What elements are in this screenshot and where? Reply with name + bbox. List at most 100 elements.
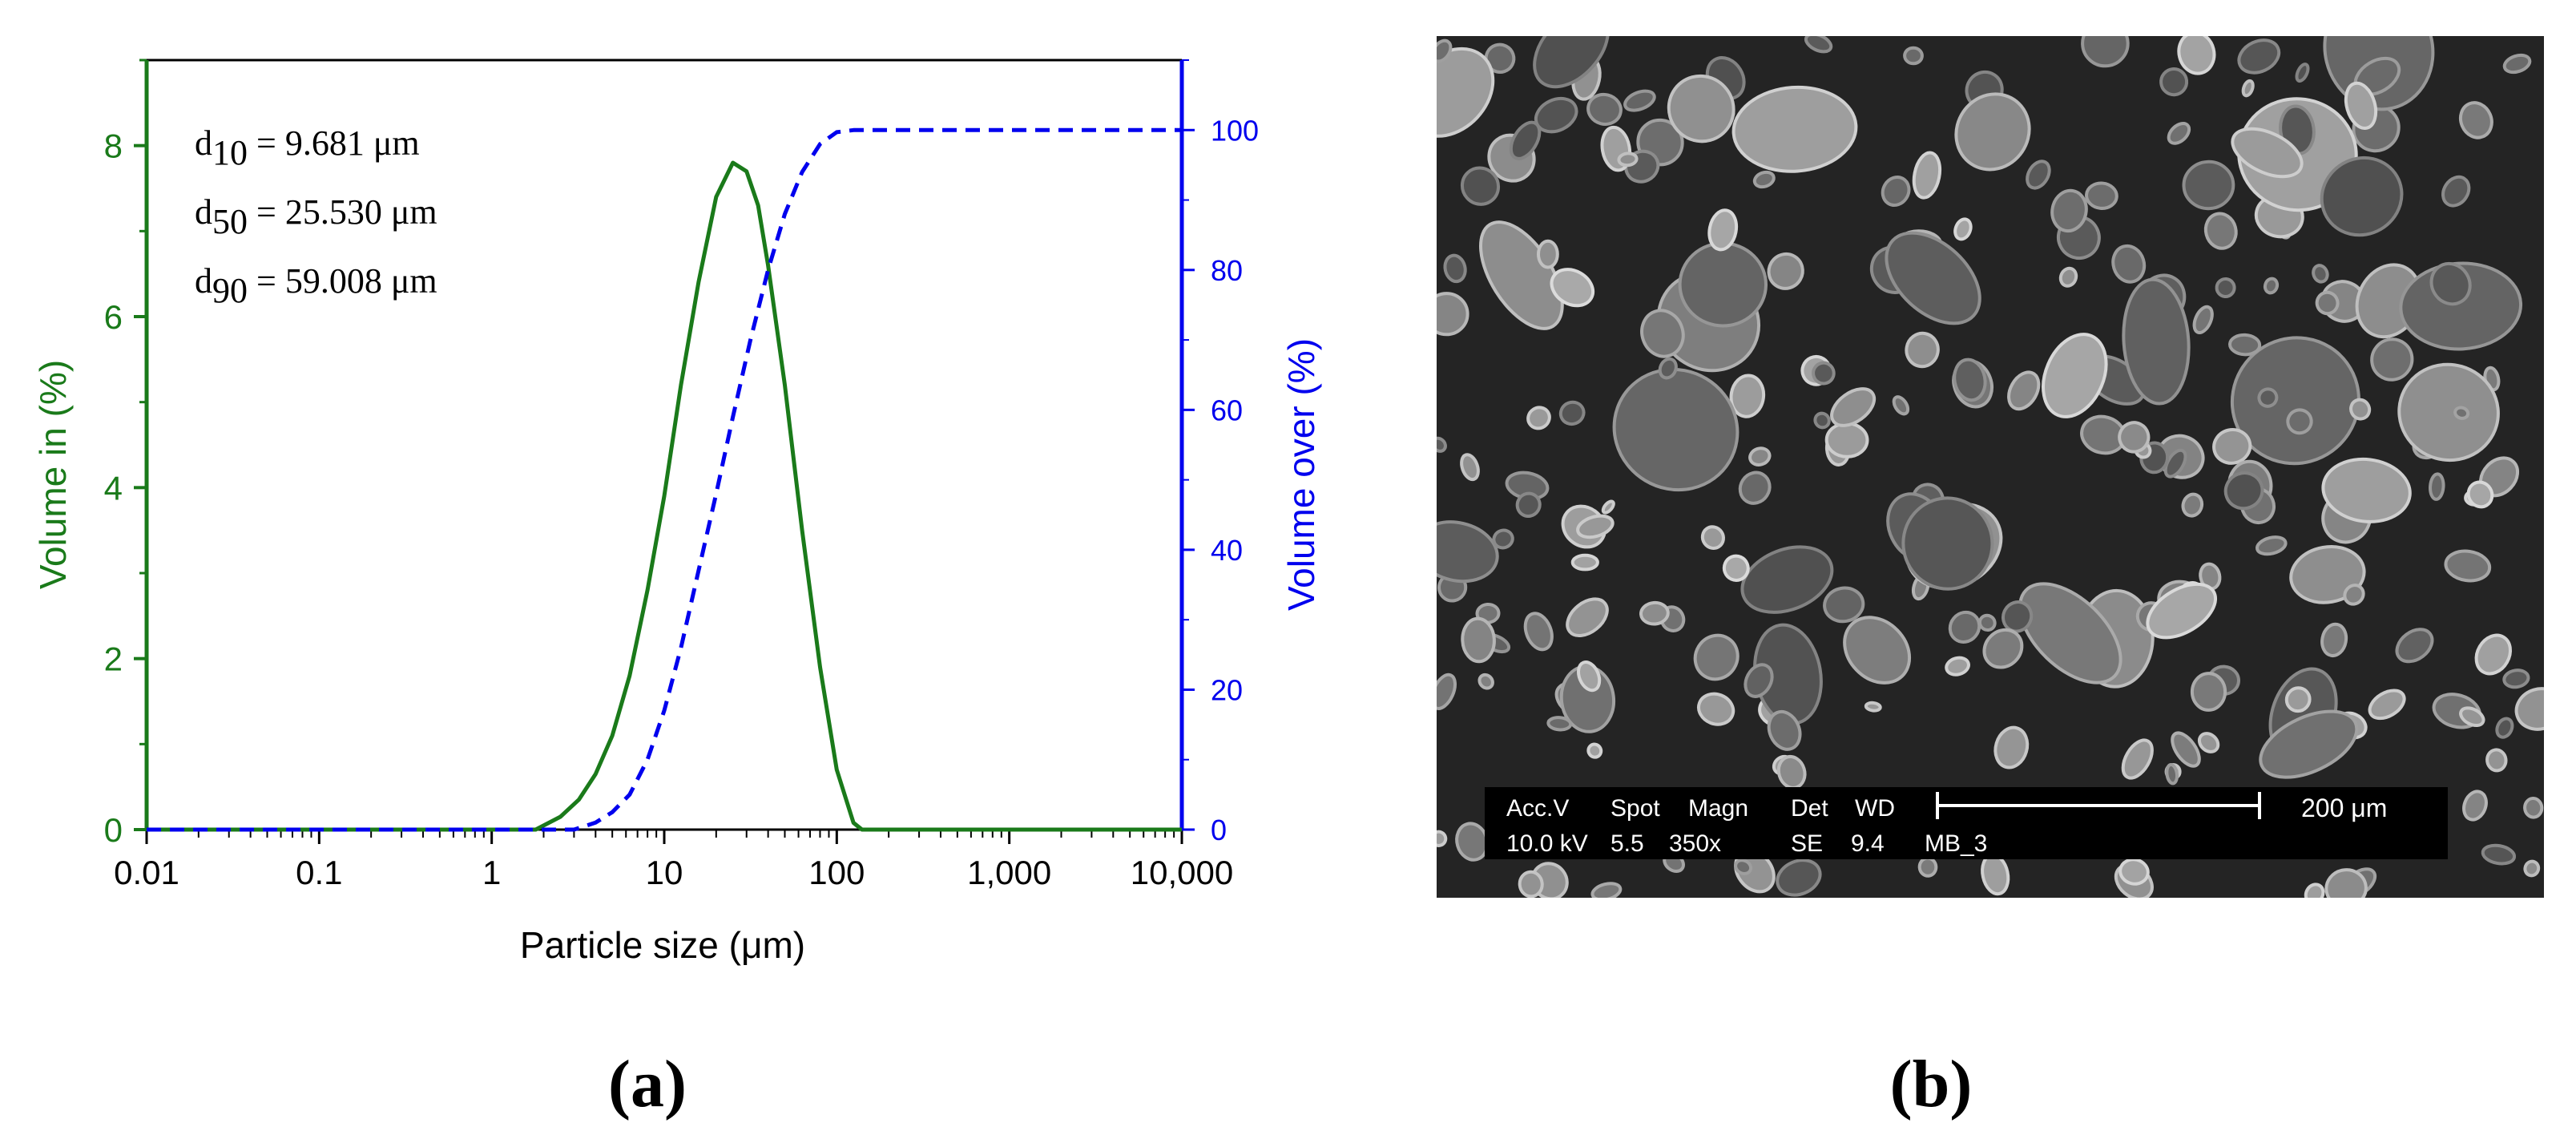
- particle-size-chart: 0.01 0.1 1 10 100 1,000 10,0000246802040608010…: [104, 59, 1259, 891]
- sem-particle: [2018, 582, 2122, 685]
- sem-particle: [2304, 883, 2325, 898]
- sem-particle: [2146, 582, 2218, 640]
- sem-particle: [2050, 188, 2088, 233]
- sem-particle: [1546, 716, 1573, 732]
- y2-tick-label: 40: [1211, 534, 1243, 567]
- sem-particle: [2523, 797, 2544, 819]
- sem-value-field: SE: [1791, 830, 1823, 857]
- sem-particle: [1437, 46, 1495, 138]
- sem-particle: [2295, 63, 2310, 83]
- sem-particle: [1948, 610, 1981, 644]
- panel-b-caption: (b): [1890, 1047, 1973, 1121]
- sem-particle: [1460, 453, 1480, 482]
- sem-particle: [1437, 672, 1457, 710]
- x-tick-label: 1,000: [967, 854, 1051, 891]
- sem-particle: [2324, 868, 2368, 898]
- sem-particle: [2241, 79, 2255, 98]
- sem-particle: [1823, 586, 1865, 624]
- sem-particle: [2370, 337, 2414, 382]
- sem-particle: [2192, 305, 2214, 334]
- sem-particle: [2458, 101, 2493, 139]
- sem-particle: [2323, 36, 2435, 111]
- percentile-annotation: d90 = 59.008 μm: [195, 261, 437, 310]
- sem-particle: [1570, 553, 1599, 572]
- sem-particle: [2121, 738, 2154, 780]
- x-tick-label: 10: [646, 854, 683, 891]
- sem-particle: [1738, 471, 1772, 505]
- sem-particle: [2171, 731, 2201, 768]
- sem-particle: [1590, 882, 1623, 898]
- sem-particle: [1526, 406, 1551, 430]
- sem-particle: [1752, 170, 1776, 189]
- sem-particle: [1576, 514, 1615, 539]
- sem-particle: [1953, 357, 1987, 402]
- sem-particle: [1843, 616, 1912, 685]
- sem-value-field: 10.0 kV: [1506, 830, 1588, 857]
- sem-particle: [1566, 597, 1609, 637]
- sem-particle: [1576, 660, 1602, 693]
- sem-header-field: Det: [1791, 795, 1828, 822]
- sem-particle: [2118, 421, 2151, 454]
- sem-header-field: Spot: [1611, 795, 1660, 822]
- sem-particle: [1740, 545, 1834, 614]
- sem-particle: [2165, 762, 2179, 786]
- sem-particle: [2495, 717, 2514, 739]
- sem-particle: [1767, 709, 1802, 751]
- sem-particle: [1693, 633, 1740, 681]
- y-axis-label: Volume in (%): [32, 360, 74, 589]
- sem-particle: [2026, 160, 2051, 190]
- sem-particle: [1533, 36, 1610, 89]
- sem-particle: [2237, 38, 2281, 75]
- y2-tick-label: 80: [1211, 254, 1243, 287]
- sem-particle: [1864, 701, 1882, 713]
- sem-particle: [2159, 67, 2189, 97]
- sem-particle: [2197, 732, 2220, 753]
- sem-particle: [1437, 520, 1499, 584]
- sem-particle: [1804, 36, 1833, 54]
- sem-particle: [2223, 471, 2264, 511]
- y-tick-label: 6: [104, 298, 123, 336]
- x-tick-label: 10,000: [1131, 854, 1233, 891]
- sem-databar: [1485, 787, 2448, 859]
- sem-particle: [2320, 156, 2404, 237]
- sem-particle: [2514, 687, 2544, 731]
- sem-particle: [1912, 151, 1942, 200]
- sem-particle: [2312, 264, 2329, 284]
- sem-particle: [2081, 36, 2130, 68]
- sem-particle: [1492, 528, 1514, 550]
- sem-value-field: 350x: [1669, 830, 1721, 857]
- sem-particle: [2462, 790, 2488, 822]
- sem-particle: [1658, 357, 1678, 380]
- sem-particle: [1623, 89, 1656, 112]
- sem-particle: [1767, 252, 1804, 290]
- sem-particle: [1982, 628, 2024, 669]
- sem-particle: [2263, 277, 2280, 295]
- sem-particle: [1612, 367, 1740, 492]
- percentile-annotations: d10 = 9.681 μm d50 = 25.530 μm d90 = 59.00…: [195, 123, 437, 310]
- sem-particle: [2255, 535, 2288, 556]
- percentile-annotation: d10 = 9.681 μm: [195, 123, 420, 172]
- sem-particle: [1515, 491, 1542, 518]
- sem-particle: [1722, 554, 1750, 582]
- sem-particle: [1484, 42, 1516, 74]
- sem-particle: [2397, 362, 2500, 462]
- sem-particle: [2228, 333, 2262, 357]
- y2-tick-label: 0: [1211, 814, 1227, 846]
- sem-value-field: MB_3: [1925, 830, 1987, 857]
- sem-databar-values: 10.0 kV 5.5 350x SE 9.4 MB_3: [1506, 830, 1987, 857]
- sem-particle: [1892, 395, 1910, 416]
- sem-particle: [1537, 239, 1559, 269]
- sem-header-field: Magn: [1688, 795, 1748, 822]
- sem-particle: [2212, 427, 2252, 465]
- sem-particle: [2163, 448, 2187, 479]
- sem-particle: [1700, 525, 1725, 550]
- sem-particle: [1460, 166, 1501, 206]
- sem-particle: [1586, 742, 1603, 759]
- sem-value-field: 9.4: [1851, 830, 1885, 857]
- sem-particle: [2167, 122, 2191, 145]
- sem-header-field: Acc.V: [1506, 795, 1569, 822]
- sem-particle: [2320, 622, 2348, 658]
- sem-particle: [2349, 398, 2372, 421]
- sem-particle: [2343, 584, 2365, 606]
